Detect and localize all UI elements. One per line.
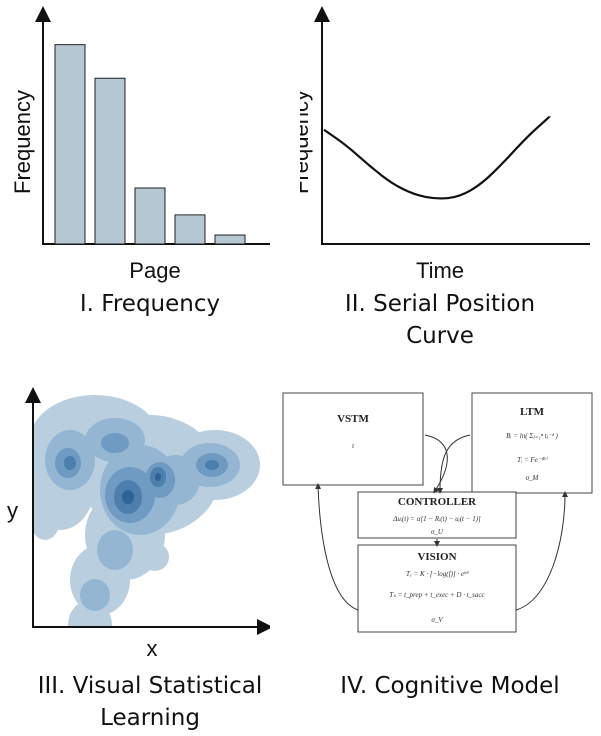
ltm-equation-1: Bᵢ = ln( Σⱼ₌₁ⁿ tⱼ⁻ᵈ ): [506, 432, 558, 440]
caption-visual-statistical-learning: III. Visual Statistical Learning: [20, 670, 280, 734]
ltm-equation-2: Tᵢ = Fe⁻ᶠᴮⁱ: [517, 456, 548, 464]
ltm-box: [471, 392, 593, 494]
density-level-5: [122, 473, 161, 504]
ltm-to-controller-arrow: [437, 434, 471, 494]
caption-frequency: I. Frequency: [79, 291, 221, 317]
vision-to-ltm-arrow: [515, 491, 568, 611]
vision-to-vstm-arrow: [315, 483, 359, 611]
serial-xlabel: Time: [415, 258, 465, 283]
vision-title: VISION: [417, 551, 456, 563]
controller-title: CONTROLLER: [398, 496, 477, 508]
y-axis-label: y: [7, 498, 18, 523]
bar-2: [94, 77, 126, 245]
vision-box: [357, 544, 517, 633]
bar-1: [54, 44, 86, 245]
frequency-chart: Frequency: [10, 6, 270, 245]
vstm-to-controller-arrow: [424, 434, 448, 494]
frequency-xlabel: Page: [129, 258, 181, 283]
y-axis-label: Frequency: [10, 90, 35, 194]
vision-equation-2: Tₛ = t_prep + t_exec + D · t_sacc: [389, 591, 485, 599]
caption-line: II. Serial Position: [344, 291, 536, 317]
vstm-title: VSTM: [337, 413, 369, 425]
vstm-symbol: τ: [352, 442, 355, 450]
bar-5: [214, 234, 246, 245]
bar-3: [134, 187, 166, 245]
y-axis-label: Frequency: [300, 90, 313, 194]
serial-position-curve: [323, 115, 551, 200]
ltm-sigma: σ_M: [526, 474, 540, 482]
caption-line: III. Visual Statistical: [37, 673, 263, 699]
vstm-box: [282, 392, 424, 486]
vision-equation-1: Tₑ = K · [−log(f)] · eᵏᶿ: [406, 570, 469, 578]
vision-sigma: σ_V: [431, 616, 443, 624]
caption-serial-position: II. Serial Position Curve: [320, 288, 560, 352]
serial-position-chart: Frequency: [300, 6, 590, 245]
density-plot: y: [7, 387, 270, 635]
controller-sigma: σ_U: [431, 528, 444, 536]
controller-equation: Δuᵢ(t) = α[1 − Rᵢ(t) − uᵢ(t − 1)]: [392, 515, 481, 523]
vsl-xlabel: x: [146, 636, 158, 661]
caption-line: Learning: [100, 705, 200, 731]
caption-cognitive-model: IV. Cognitive Model: [340, 673, 560, 699]
cognitive-model-diagram: VSTM τ LTM Bᵢ = ln( Σⱼ₌₁ⁿ tⱼ⁻ᵈ ) Tᵢ = Fe…: [282, 392, 593, 633]
controller-box: [357, 491, 517, 539]
ltm-title: LTM: [520, 406, 545, 418]
bar-4: [174, 214, 206, 245]
caption-line: Curve: [406, 323, 474, 349]
